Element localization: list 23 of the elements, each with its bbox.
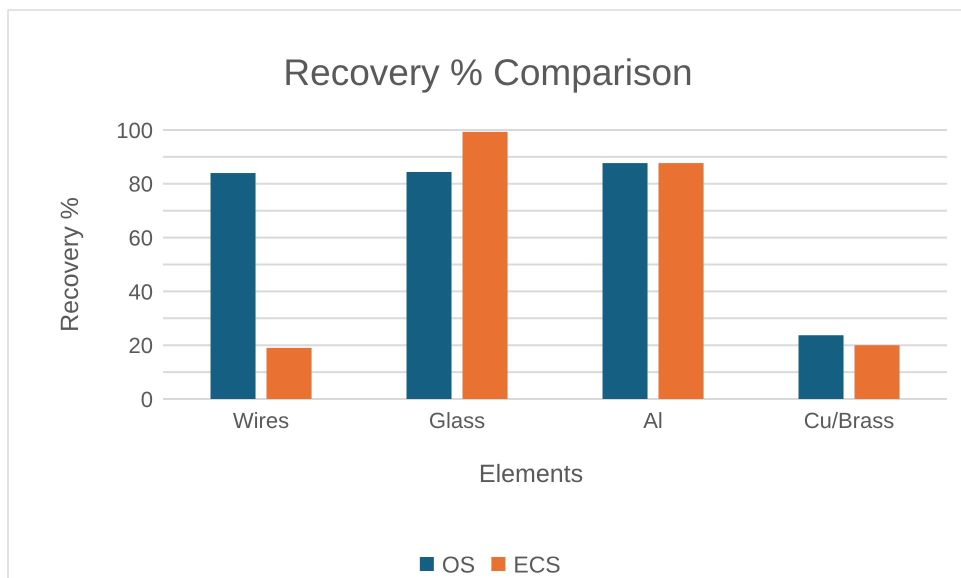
x-tick-label: Cu/Brass xyxy=(804,408,894,433)
bar xyxy=(798,335,844,399)
bar xyxy=(602,163,648,399)
bar xyxy=(266,348,312,399)
x-tick-label: Glass xyxy=(428,408,486,433)
y-tick-label: 40 xyxy=(128,279,153,304)
bar xyxy=(406,172,452,399)
y-tick-label: 20 xyxy=(128,333,153,358)
legend-label: ECS xyxy=(513,551,561,578)
bar xyxy=(462,132,508,399)
y-tick-label: 100 xyxy=(116,118,153,143)
bar xyxy=(210,173,256,399)
y-tick-label: 0 xyxy=(140,386,153,412)
chart-title: Recovery % Comparison xyxy=(283,52,693,93)
legend-label: OS xyxy=(442,551,476,578)
bar xyxy=(658,163,704,399)
x-axis-title: Elements xyxy=(478,460,584,488)
x-tick-label: Wires xyxy=(232,408,290,433)
y-tick-label: 60 xyxy=(128,226,153,251)
bar xyxy=(854,345,900,399)
y-tick-label: 80 xyxy=(128,172,153,197)
y-axis-title: Recovery % xyxy=(56,197,84,332)
x-tick-label: Al xyxy=(643,408,663,433)
